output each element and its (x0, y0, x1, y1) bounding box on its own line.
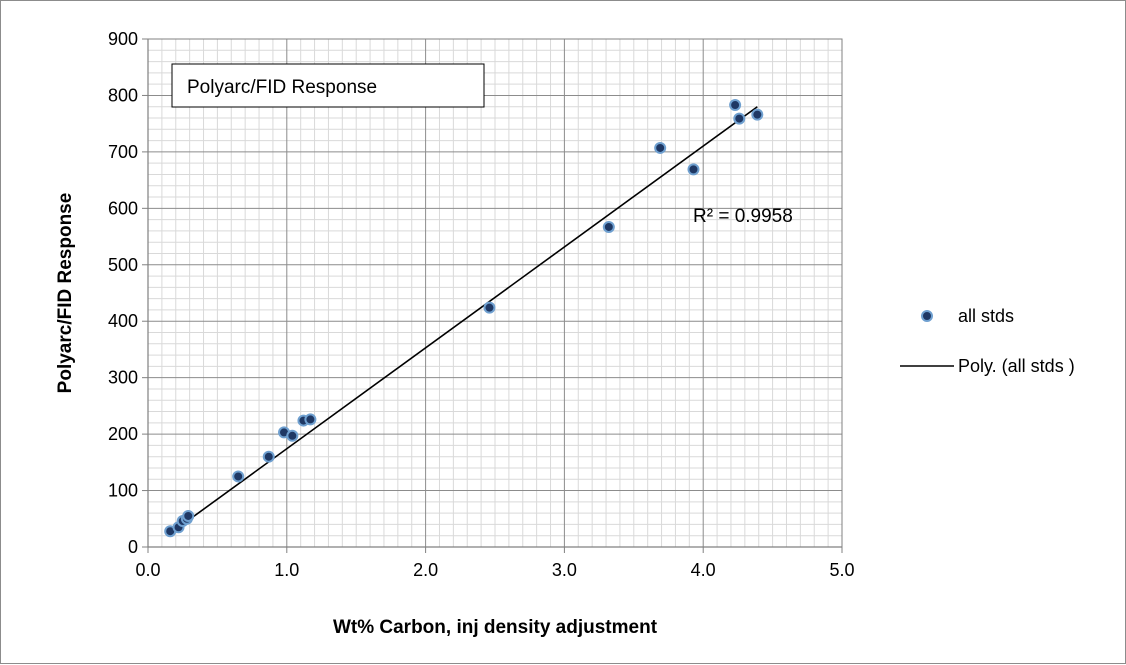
r-squared-annotation: R² = 0.9958 (693, 206, 793, 227)
trendline (169, 106, 758, 535)
data-point (687, 163, 700, 176)
axes (142, 38, 843, 553)
data-point (729, 99, 742, 112)
x-tick-labels: 0.0 1.0 2.0 3.0 4.0 5.0 (135, 560, 854, 580)
x-tick-label: 1.0 (274, 560, 299, 580)
x-tick-label: 4.0 (691, 560, 716, 580)
x-tick-label: 3.0 (552, 560, 577, 580)
y-tick-label: 700 (108, 142, 138, 162)
data-point (286, 429, 299, 442)
data-point (751, 108, 764, 121)
minor-grid (148, 39, 842, 547)
data-point (654, 141, 667, 154)
y-tick-label: 800 (108, 85, 138, 105)
y-tick-label: 100 (108, 481, 138, 501)
legend: all stds Poly. (all stds ) (900, 306, 1075, 376)
legend-item-trendline: Poly. (all stds ) (900, 356, 1075, 376)
y-tick-label: 0 (128, 537, 138, 557)
y-axis-title: Polyarc/FID Response (55, 193, 76, 394)
legend-label-all-stds: all stds (958, 306, 1014, 326)
chart-title: Polyarc/FID Response (187, 77, 377, 98)
x-tick-label: 2.0 (413, 560, 438, 580)
y-tick-label: 200 (108, 424, 138, 444)
y-tick-label: 900 (108, 29, 138, 49)
x-axis-title: Wt% Carbon, inj density adjustment (333, 617, 658, 638)
data-point (483, 301, 496, 314)
legend-item-scatter: all stds (921, 306, 1014, 326)
data-point (182, 509, 195, 522)
data-point (304, 413, 317, 426)
y-tick-label: 400 (108, 311, 138, 331)
y-tick-label: 500 (108, 255, 138, 275)
y-tick-labels: 0 100 200 300 400 500 600 700 800 900 (108, 29, 138, 557)
data-point (232, 470, 245, 483)
data-point (602, 220, 615, 233)
data-point (262, 450, 275, 463)
legend-label-poly: Poly. (all stds ) (958, 356, 1075, 376)
x-tick-label: 5.0 (829, 560, 854, 580)
y-tick-label: 600 (108, 198, 138, 218)
chart-title-box: Polyarc/FID Response (171, 63, 485, 108)
legend-marker-icon (921, 310, 933, 322)
data-point (733, 112, 746, 125)
y-tick-label: 300 (108, 368, 138, 388)
x-tick-label: 0.0 (135, 560, 160, 580)
series-layer (164, 99, 764, 538)
